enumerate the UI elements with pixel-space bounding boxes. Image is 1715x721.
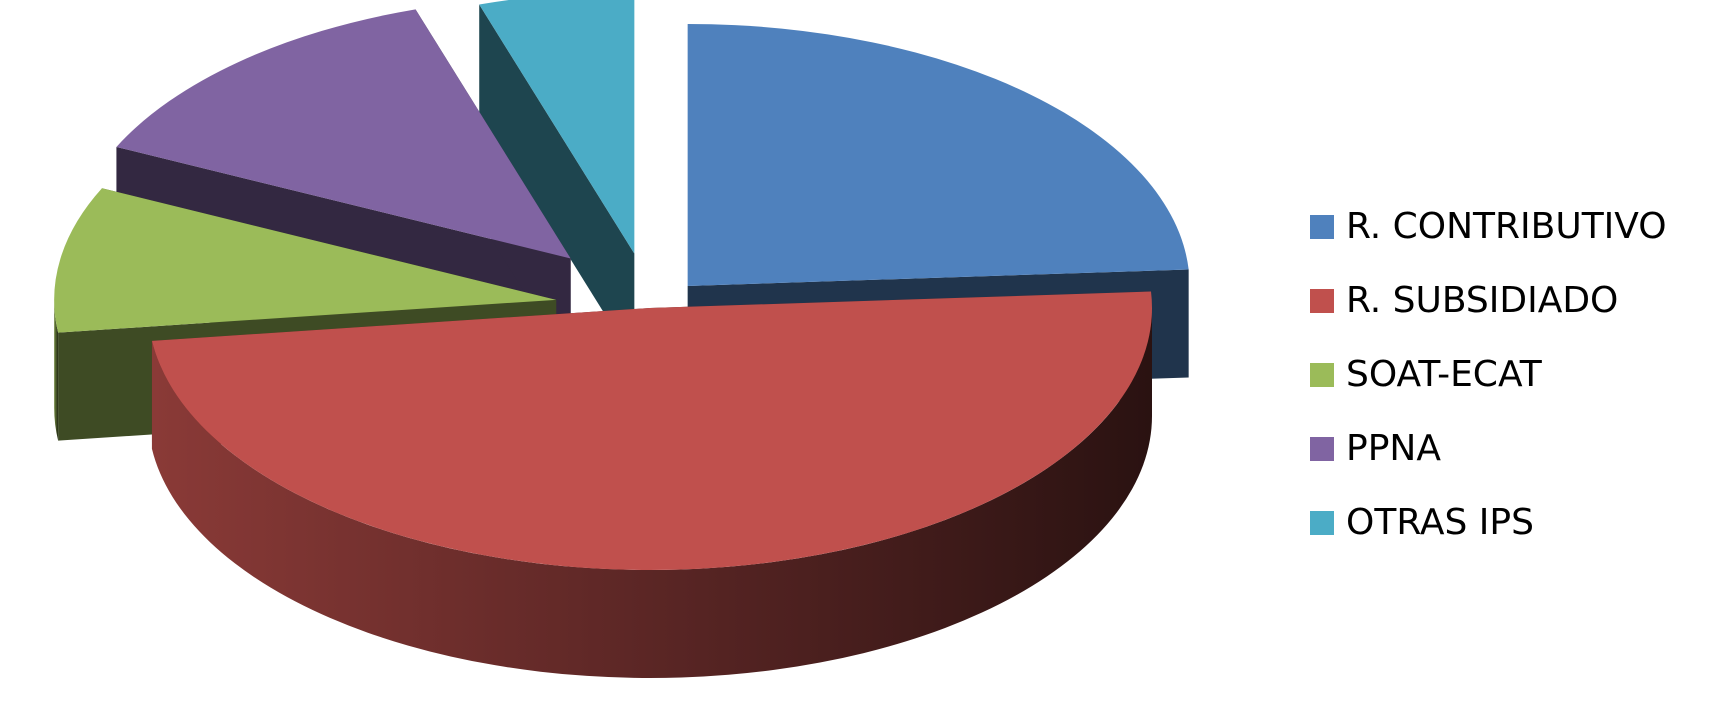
pie-slice-r-subsidiado [151, 291, 1152, 679]
legend-item-ppna: PPNA [1310, 428, 1667, 469]
pie-slice-ppna-top [116, 9, 571, 259]
pie-slice-r-subsidiado-top [151, 291, 1152, 570]
legend-item-r-contributivo: R. CONTRIBUTIVO [1310, 206, 1667, 247]
legend-swatch-ppna [1310, 436, 1334, 461]
legend-item-otras-ips: OTRAS IPS [1310, 502, 1667, 543]
legend-swatch-r-subsidiado [1310, 288, 1334, 313]
pie-slice-soat-ecat-top [54, 188, 557, 333]
legend-item-soat-ecat: SOAT-ECAT [1310, 354, 1667, 395]
legend-label-soat-ecat: SOAT-ECAT [1346, 354, 1542, 395]
legend-swatch-soat-ecat [1310, 362, 1334, 387]
pie-slice-otras-ips [479, 0, 635, 362]
pie-slice-otras-ips-top [479, 0, 635, 254]
legend: R. CONTRIBUTIVO R. SUBSIDIADO SOAT-ECAT PPN… [1310, 206, 1667, 578]
legend-label-r-subsidiado: R. SUBSIDIADO [1346, 280, 1619, 321]
pie-slice-otras-ips-wall-start [479, 4, 635, 362]
legend-swatch-r-contributivo [1310, 214, 1334, 239]
pie-slice-r-subsidiado-rim [151, 308, 1152, 679]
pie-slice-r-contributivo-top [687, 23, 1189, 286]
legend-label-otras-ips: OTRAS IPS [1346, 502, 1534, 543]
legend-item-r-subsidiado: R. SUBSIDIADO [1310, 280, 1667, 321]
pie-slice-soat-ecat-rim [54, 299, 59, 441]
legend-swatch-otras-ips [1310, 510, 1334, 535]
legend-label-ppna: PPNA [1346, 428, 1441, 469]
legend-label-r-contributivo: R. CONTRIBUTIVO [1346, 206, 1667, 247]
